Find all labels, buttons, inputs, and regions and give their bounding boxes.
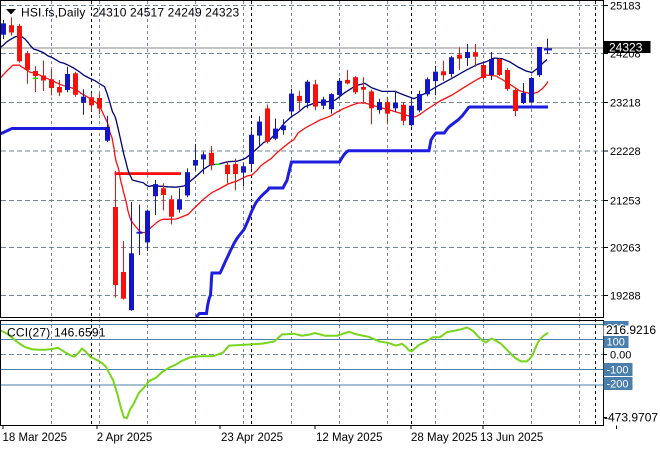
svg-text:20263: 20263 — [610, 243, 641, 255]
svg-text:21253: 21253 — [610, 196, 641, 208]
svg-text:22228: 22228 — [610, 146, 641, 158]
svg-text:23 Apr 2025: 23 Apr 2025 — [221, 432, 283, 444]
svg-text:HSI.fs,Daily 24310 24517 2424: HSI.fs,Daily 24310 24517 24249 24323 — [21, 6, 240, 20]
svg-text:-200: -200 — [607, 379, 629, 391]
svg-text:28 May 2025: 28 May 2025 — [411, 432, 478, 444]
svg-text:0.00: 0.00 — [610, 350, 631, 362]
svg-text:2 Apr 2025: 2 Apr 2025 — [97, 432, 153, 444]
svg-text:216.9216: 216.9216 — [606, 323, 656, 337]
svg-text:19288: 19288 — [610, 291, 641, 303]
svg-text:23218: 23218 — [610, 98, 641, 110]
svg-text:CCI(27) 146.6591: CCI(27) 146.6591 — [7, 326, 106, 340]
svg-text:-473.9707: -473.9707 — [604, 411, 658, 425]
svg-text:25183: 25183 — [610, 1, 641, 13]
svg-text:12 May 2025: 12 May 2025 — [316, 432, 383, 444]
svg-text:13 Jun 2025: 13 Jun 2025 — [480, 432, 543, 444]
svg-text:24323: 24323 — [609, 41, 643, 55]
svg-text:100: 100 — [607, 337, 625, 349]
svg-text:-100: -100 — [607, 365, 629, 377]
svg-text:18 Mar 2025: 18 Mar 2025 — [3, 432, 68, 444]
